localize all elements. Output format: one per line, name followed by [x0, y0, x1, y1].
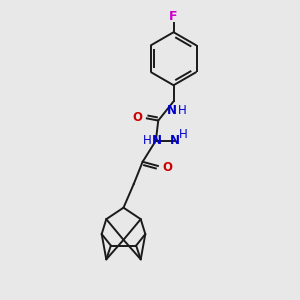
Text: N: N — [170, 134, 180, 147]
Text: H: H — [179, 128, 188, 141]
Text: H: H — [177, 104, 186, 117]
Text: O: O — [132, 111, 142, 124]
Text: O: O — [162, 160, 172, 174]
Text: N: N — [167, 104, 177, 117]
Text: H: H — [143, 134, 152, 147]
Text: N: N — [152, 134, 161, 147]
Text: F: F — [169, 10, 178, 23]
